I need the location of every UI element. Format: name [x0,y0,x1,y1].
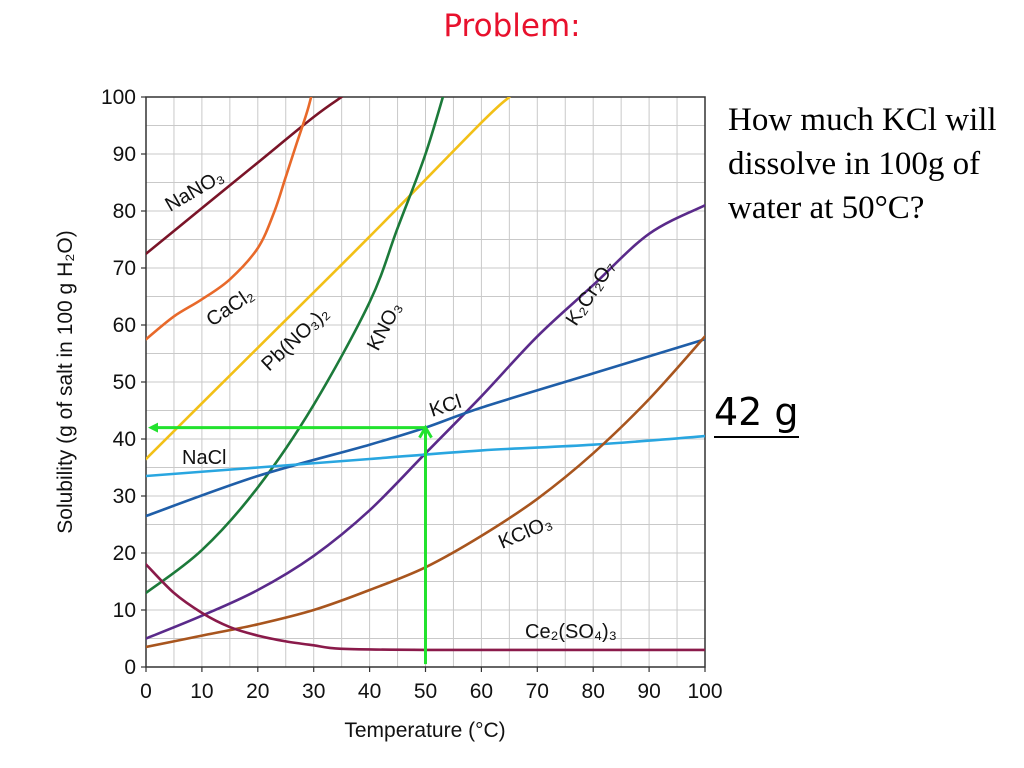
series-line-ceso [146,563,705,652]
y-tick-label: 100 [101,86,136,109]
label-kcl: KCl [427,391,464,422]
series-line-pbno [146,97,511,461]
readoff-arrowhead-up [418,424,433,439]
x-tick-label: 70 [526,680,549,703]
x-tick-label: 40 [358,680,381,703]
chart-ticks: 0 10 20 30 40 50 60 70 80 90 100 0 10 20 30 40 50 60 70 80 9… [101,86,723,703]
label-kclo3: KClO₃ [495,511,555,553]
y-tick-label: 90 [113,143,136,166]
y-tick-label: 70 [113,257,136,280]
series-line-kclo [146,335,705,649]
label-ce2so43: Ce₂(SO₄)₃ [525,621,617,643]
y-axis-label: Solubility (g of salt in 100 g H₂O) [54,230,77,533]
x-axis-label: Temperature (°C) [344,719,505,742]
x-tick-label: 30 [302,680,325,703]
annotation-layer [148,422,433,665]
y-tick-label: 80 [113,200,136,223]
y-tick-label: 30 [113,485,136,508]
x-tick-label: 60 [470,680,493,703]
question-text: How much KCl will dissolve in 100g of wa… [728,102,997,226]
y-tick-label: 20 [113,542,136,565]
y-tick-label: 60 [113,314,136,337]
y-tick-label: 0 [124,656,136,679]
x-tick-label: 0 [140,680,152,703]
series-line-nano [146,97,343,256]
x-tick-label: 100 [687,680,722,703]
y-tick-label: 40 [113,428,136,451]
y-tick-label: 50 [113,371,136,394]
x-tick-label: 80 [582,680,605,703]
x-tick-label: 10 [190,680,213,703]
x-tick-label: 50 [414,680,437,703]
x-tick-label: 90 [637,680,660,703]
label-nacl: NaCl [182,447,226,469]
label-nano3: NaNO₃ [162,165,228,216]
answer-text: 42 g [714,388,799,438]
label-pbno32: Pb(NO₃)₂ [257,302,333,375]
y-tick-label: 10 [113,599,136,622]
x-tick-label: 20 [246,680,269,703]
slide-title: Problem: [443,8,581,44]
series-line-cacl [146,97,313,341]
series-line-kno [146,97,445,595]
